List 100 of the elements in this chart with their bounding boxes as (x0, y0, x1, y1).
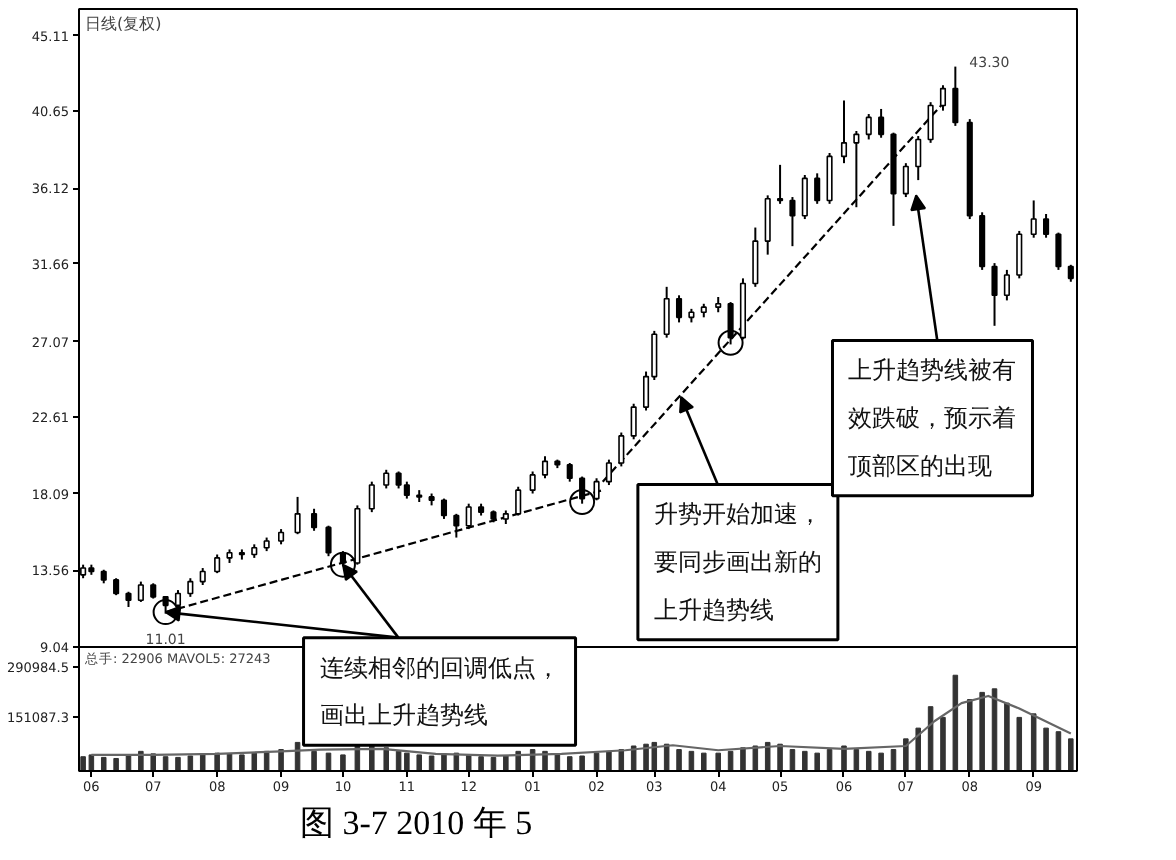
candlestick (453, 512, 460, 539)
bar (676, 749, 682, 771)
bar (579, 755, 585, 771)
candlestick (752, 226, 759, 288)
candlestick (368, 480, 375, 514)
bar (1030, 713, 1037, 771)
bar (554, 754, 561, 771)
bar (606, 750, 612, 771)
bar (113, 757, 119, 771)
bar (1068, 738, 1074, 771)
candlestick (566, 462, 573, 483)
bar (311, 750, 317, 771)
candlestick (1030, 199, 1037, 239)
chart-title: 日线(复权) (85, 15, 162, 33)
bar (663, 743, 670, 771)
candlestick (789, 196, 796, 248)
bar (175, 756, 181, 771)
candlestick (383, 468, 390, 490)
candlestick (541, 455, 549, 480)
candlestick (991, 262, 998, 327)
bar (777, 743, 783, 771)
bar (878, 752, 884, 771)
candlestick (1055, 231, 1062, 271)
bar (478, 756, 484, 771)
annotation: 升势开始加速，要同步画出新的上升趋势线 (653, 500, 822, 624)
annotation: 连续相邻的回调低点，画出上升趋势线 (319, 653, 560, 730)
candlestick (1043, 212, 1050, 239)
bar (740, 747, 746, 771)
bar (1043, 727, 1049, 771)
candlestick (294, 495, 301, 536)
bar (383, 747, 389, 771)
candlestick (865, 113, 872, 141)
candlestick (840, 99, 848, 165)
bar (814, 752, 820, 771)
line-series (90, 694, 1072, 757)
bar (162, 756, 169, 771)
bar (853, 749, 860, 771)
candlestick (814, 172, 821, 205)
candlestick (826, 152, 833, 205)
bar (428, 755, 435, 771)
bar (515, 750, 521, 771)
bar (701, 752, 707, 771)
candlestick (777, 163, 784, 205)
candlestick (137, 580, 144, 603)
bar (865, 750, 872, 771)
bar (1016, 716, 1023, 771)
annotation: 上升趋势线被有效跌破，预示着顶部区的出现 (848, 356, 1017, 480)
candlestick (1003, 268, 1010, 302)
candlestick (853, 129, 860, 209)
bar (630, 745, 637, 771)
candlestick (952, 65, 959, 127)
bar (263, 750, 270, 771)
bar (903, 738, 909, 771)
bar (187, 755, 194, 771)
candlestick (630, 402, 637, 441)
candlestick (675, 294, 683, 324)
bar (404, 752, 410, 771)
bar (915, 727, 921, 771)
bar (88, 754, 95, 771)
candlestick (801, 174, 808, 221)
bar (395, 750, 402, 771)
bar (688, 750, 695, 771)
candlestick (465, 502, 472, 531)
bar (441, 753, 447, 771)
candlestick (878, 107, 885, 139)
bar (802, 750, 808, 771)
candlestick (214, 553, 221, 575)
candlestick (915, 135, 922, 182)
bar (416, 754, 422, 771)
candlestick (1016, 229, 1023, 280)
bar (715, 752, 721, 771)
caption: 图 3-7 2010 年 5 (300, 802, 533, 846)
bar (1004, 702, 1010, 771)
candlestick (764, 194, 771, 256)
bar (727, 750, 734, 771)
bar (764, 741, 771, 771)
bar (940, 716, 946, 771)
bar (841, 745, 847, 771)
bar (239, 754, 245, 771)
bar (503, 755, 509, 771)
candlestick (618, 431, 625, 468)
bar (566, 756, 573, 771)
candlestick (529, 470, 536, 495)
bar (651, 741, 658, 771)
bar (529, 749, 536, 771)
bar (199, 754, 206, 771)
candlestick (663, 285, 670, 339)
candlestick (187, 577, 194, 598)
bar (100, 756, 107, 771)
bar (340, 754, 346, 771)
candlestick (902, 162, 909, 199)
bar (80, 756, 86, 771)
bar (251, 752, 258, 771)
bar (967, 699, 973, 771)
candlestick (311, 507, 318, 532)
bar (927, 706, 934, 771)
bar (643, 743, 649, 771)
bar (465, 754, 472, 771)
candlestick (325, 524, 332, 558)
bar (979, 691, 985, 771)
